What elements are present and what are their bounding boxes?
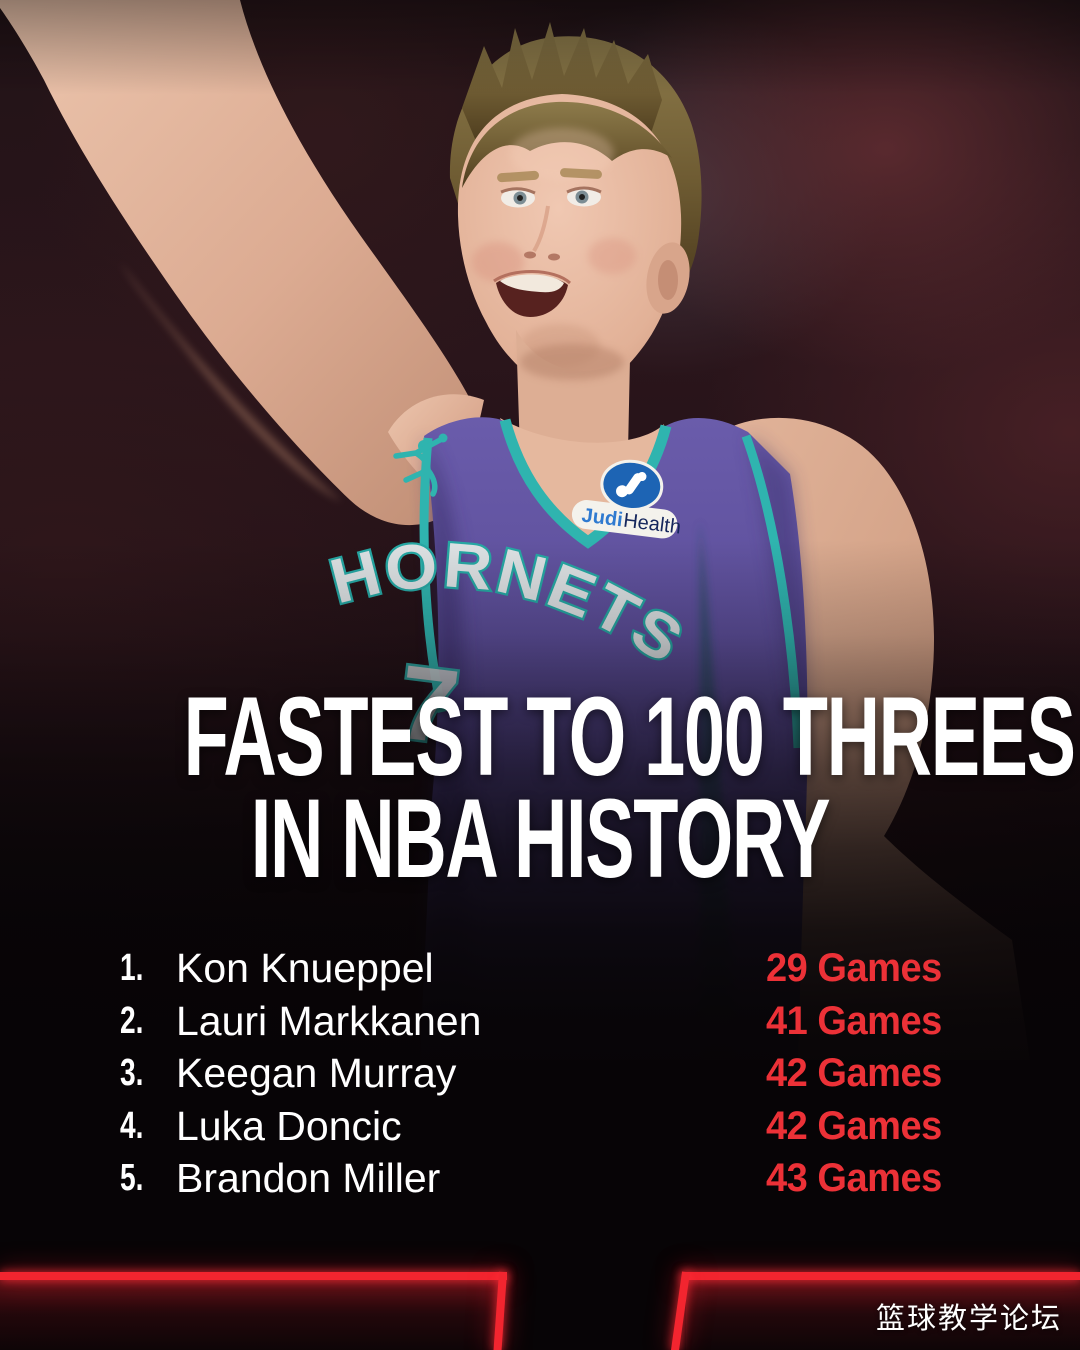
red-frame-line-right bbox=[682, 1272, 1080, 1280]
games-value: 42 Games bbox=[766, 1103, 942, 1148]
list-item: 3. Keegan Murray 42 Games bbox=[0, 1047, 1080, 1100]
rank-number: 2. bbox=[120, 999, 144, 1042]
rank-number: 4. bbox=[120, 1104, 144, 1147]
games-value: 29 Games bbox=[766, 946, 942, 990]
player-name: Kon Knueppel bbox=[176, 945, 434, 991]
player-name: Lauri Markkanen bbox=[176, 997, 482, 1044]
games-value: 41 Games bbox=[766, 998, 942, 1043]
rank-number: 3. bbox=[120, 1052, 144, 1094]
rank-number: 1. bbox=[120, 947, 144, 989]
list-item: 5. Brandon Miller 43 Games bbox=[0, 1152, 1080, 1205]
watermark: 篮球教学论坛 bbox=[875, 1301, 1062, 1335]
red-glow-left bbox=[0, 1280, 504, 1350]
games-value: 42 Games bbox=[766, 1051, 942, 1095]
player-name: Luka Doncic bbox=[176, 1102, 402, 1149]
headline-line2: IN NBA HISTORY bbox=[250, 775, 831, 901]
headline: FASTEST TO 100 THREES IN NBA HISTORY bbox=[183, 674, 1076, 901]
headline-line1: FASTEST TO 100 THREES bbox=[183, 674, 1076, 799]
list-item: 2. Lauri Markkanen 41 Games bbox=[0, 995, 1080, 1048]
player-name: Brandon Miller bbox=[176, 1155, 441, 1201]
ranking-list: 1. Kon Knueppel 29 Games 2. Lauri Markka… bbox=[0, 942, 1080, 1205]
player-name: Keegan Murray bbox=[176, 1050, 457, 1096]
list-item: 4. Luka Doncic 42 Games bbox=[0, 1100, 1080, 1153]
list-item: 1. Kon Knueppel 29 Games bbox=[0, 942, 1080, 995]
red-frame-line-left bbox=[0, 1272, 507, 1280]
games-value: 43 Games bbox=[766, 1156, 942, 1200]
rank-number: 5. bbox=[120, 1157, 144, 1199]
